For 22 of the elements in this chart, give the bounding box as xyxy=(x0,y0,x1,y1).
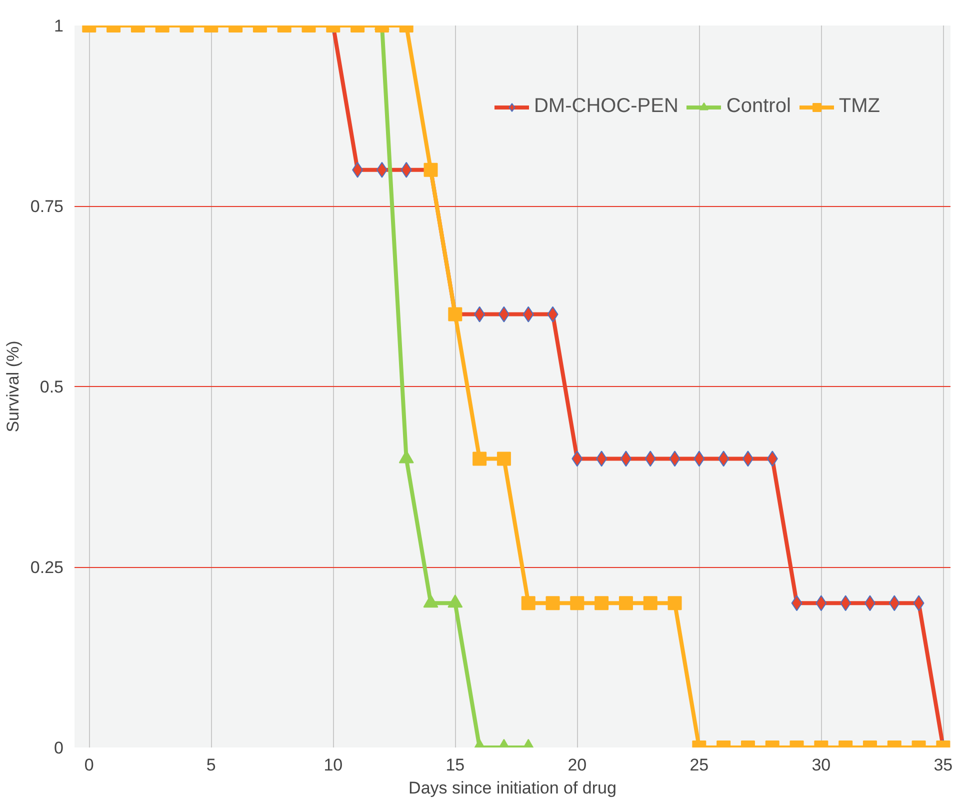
legend-label: DM-CHOC-PEN xyxy=(534,95,678,118)
point xyxy=(423,594,438,608)
legend-label: Control xyxy=(726,95,791,118)
point xyxy=(472,452,487,466)
x-tick-label: 25 xyxy=(690,756,709,774)
x-tick-label: 20 xyxy=(568,756,587,774)
x-tick-label: 15 xyxy=(446,756,465,774)
point xyxy=(496,452,511,466)
x-tick-label: 10 xyxy=(324,756,343,774)
x-tick-label: 35 xyxy=(934,756,953,774)
x-axis-title: Days since initiation of drug xyxy=(408,778,616,798)
x-tick-label: 30 xyxy=(812,756,831,774)
x-tick-label: 5 xyxy=(206,756,216,774)
point xyxy=(448,594,463,608)
y-tick-label: 1 xyxy=(54,16,64,36)
x-tick-label: 0 xyxy=(84,756,94,774)
y-tick-label: 0.75 xyxy=(30,197,64,216)
y-tick-label: 0.25 xyxy=(30,558,64,577)
y-axis-title: Survival (%) xyxy=(3,340,22,432)
y-tick-label: 0 xyxy=(54,738,64,758)
legend-label: TMZ xyxy=(838,95,880,118)
y-tick-label: 0.5 xyxy=(40,378,64,396)
